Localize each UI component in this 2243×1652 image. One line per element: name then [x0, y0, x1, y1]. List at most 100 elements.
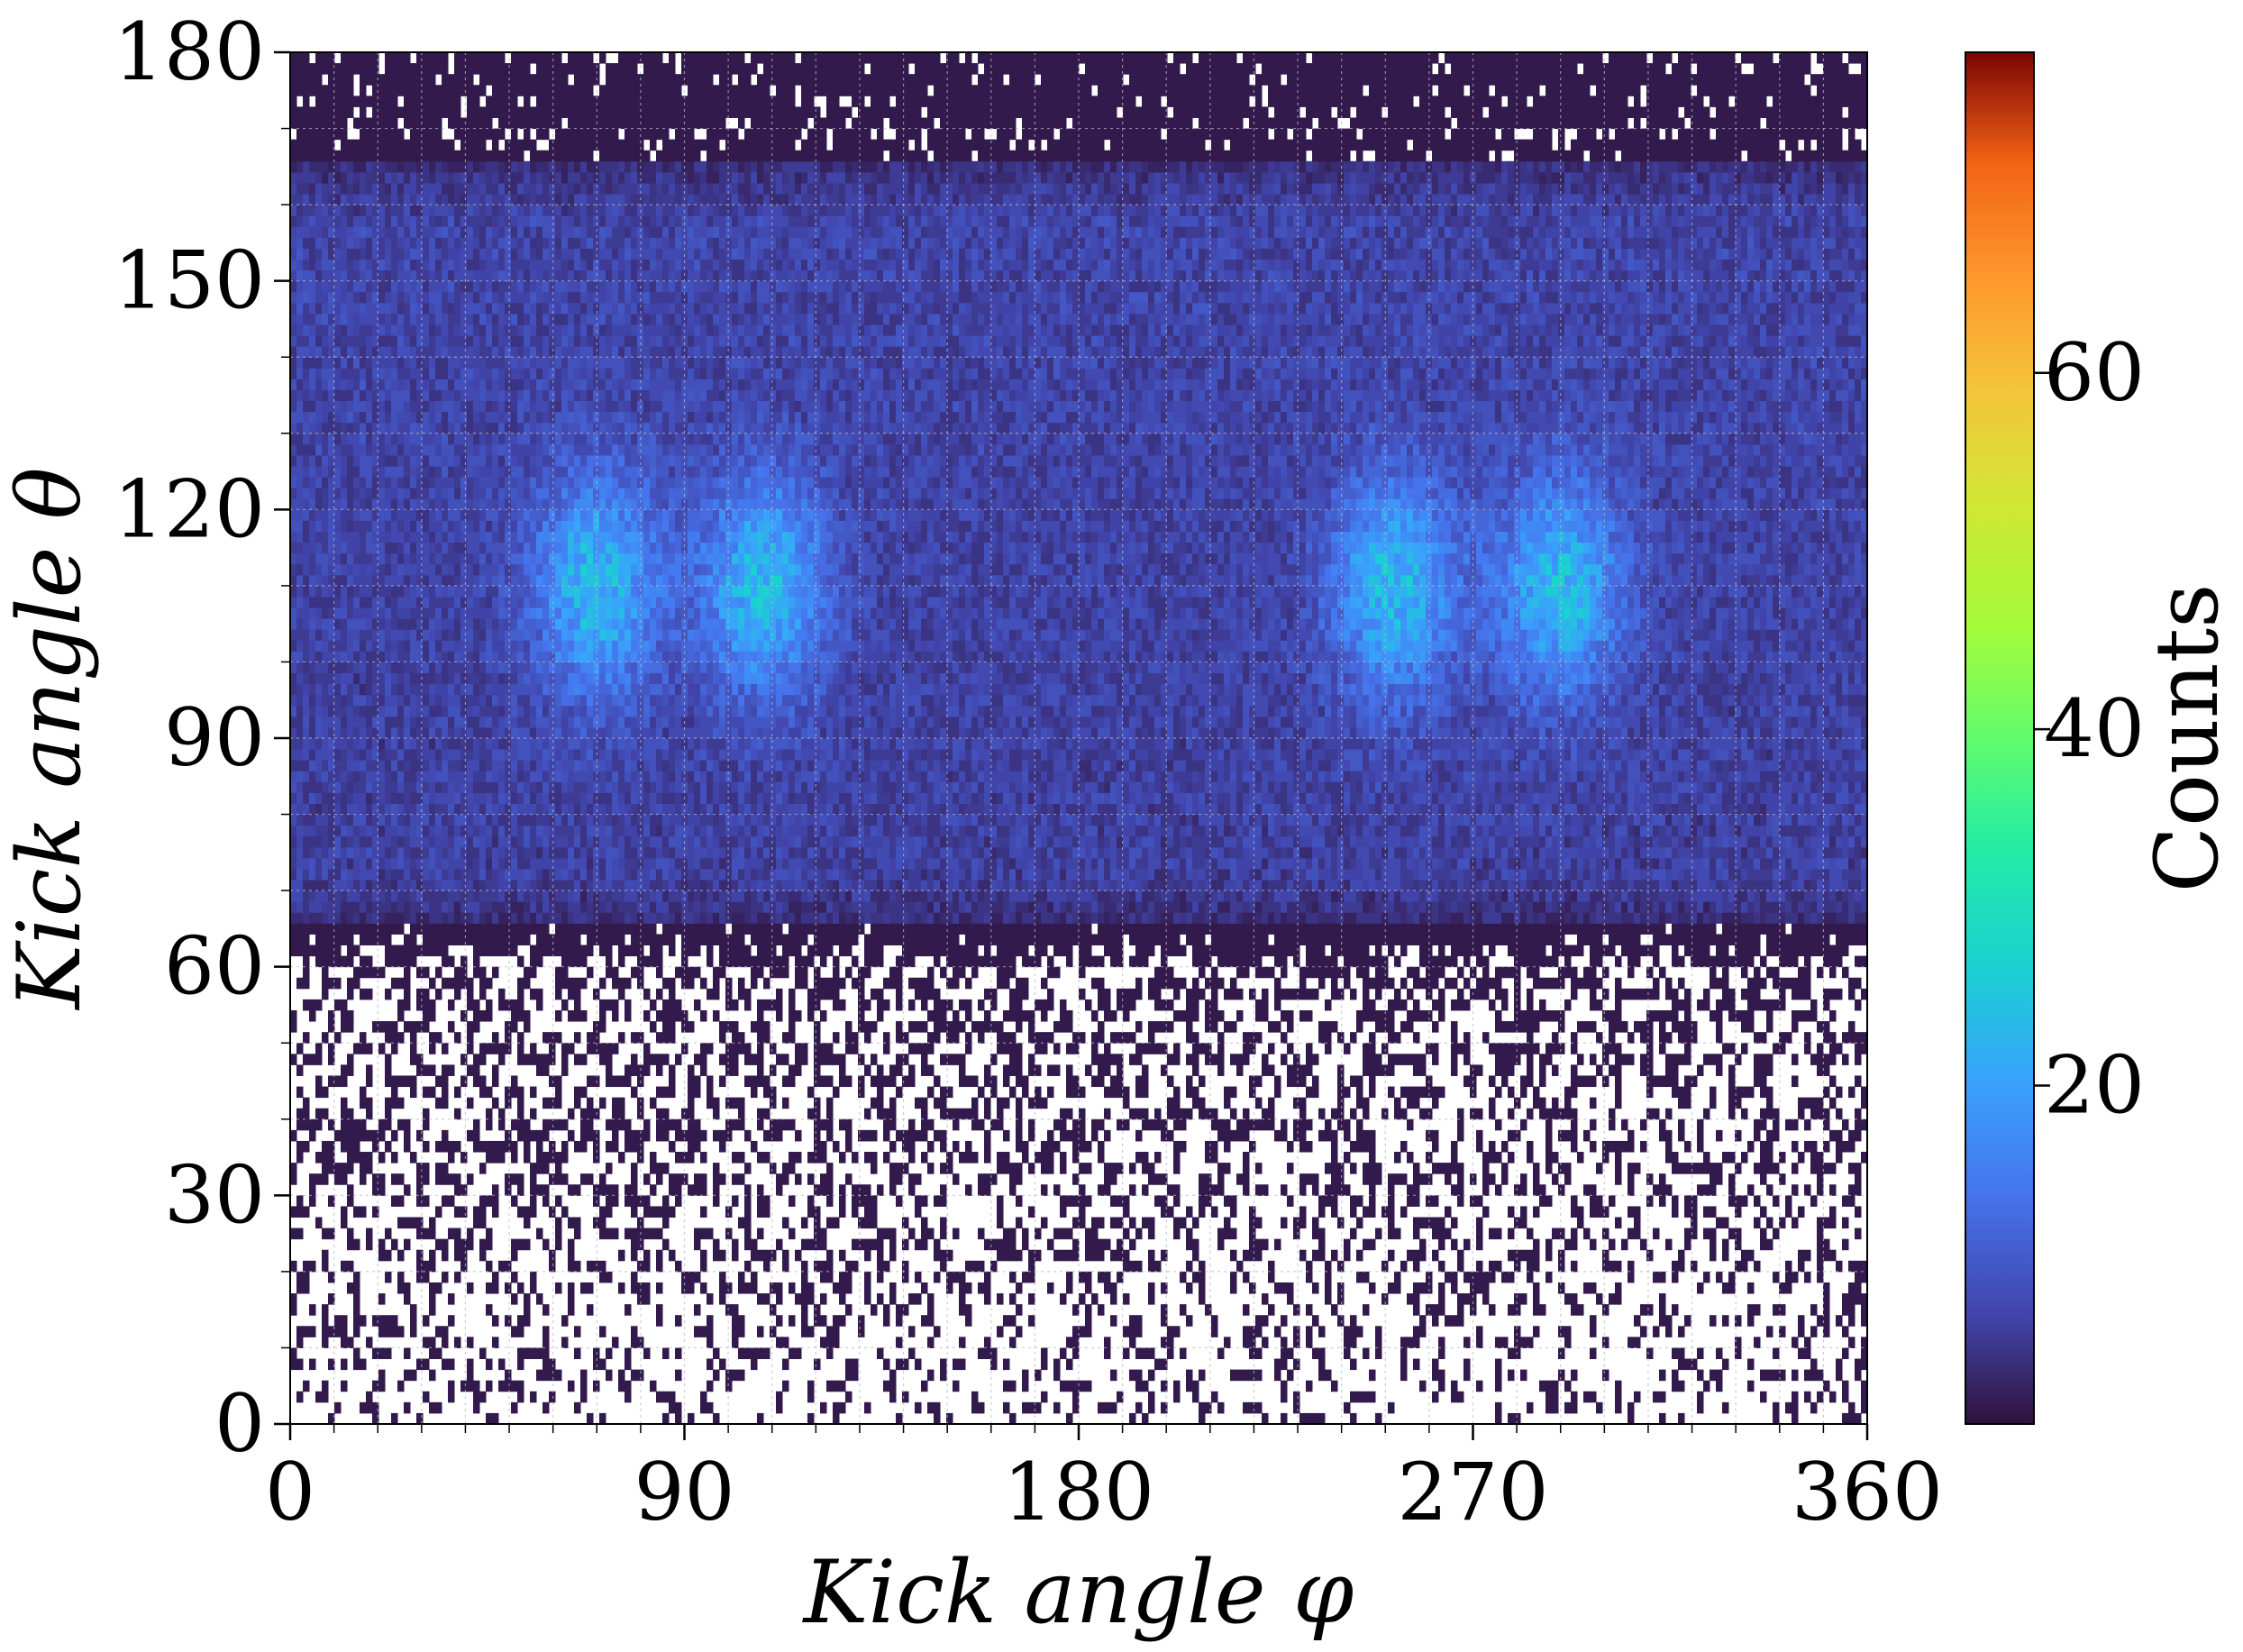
- heatmap-cell: [1678, 1021, 1685, 1033]
- heatmap-cell: [1148, 1249, 1155, 1262]
- heatmap-cell: [1098, 1064, 1105, 1076]
- heatmap-cell: [561, 1206, 569, 1218]
- heatmap-cell: [1508, 1412, 1515, 1424]
- heatmap-cell: [1779, 1282, 1786, 1294]
- heatmap-cell: [612, 1129, 619, 1142]
- heatmap-cell: [341, 1163, 348, 1174]
- heatmap-cell: [1836, 1369, 1843, 1382]
- heatmap-cell: [789, 901, 796, 913]
- heatmap-cell: [1148, 1228, 1155, 1240]
- heatmap-cell: [543, 1337, 550, 1348]
- heatmap-cell: [1457, 1129, 1464, 1142]
- heatmap-cell: [1035, 955, 1042, 968]
- heatmap-cell: [587, 1129, 594, 1142]
- heatmap-cell: [423, 912, 430, 924]
- heatmap-cell: [416, 1021, 424, 1033]
- heatmap-cell: [1710, 1009, 1717, 1022]
- heatmap-cell: [511, 1271, 518, 1283]
- heatmap-cell: [1577, 1304, 1584, 1316]
- heatmap-cell: [1142, 1118, 1149, 1131]
- heatmap-cell: [366, 1163, 373, 1174]
- heatmap-cell: [814, 1238, 821, 1251]
- heatmap-cell: [479, 1009, 487, 1022]
- heatmap-cell: [1628, 1184, 1635, 1196]
- heatmap-cell: [315, 1391, 323, 1403]
- heatmap-cell: [1199, 945, 1206, 957]
- heatmap-cell: [1230, 945, 1237, 957]
- heatmap-cell: [820, 1271, 827, 1283]
- heatmap-cell: [1646, 1075, 1654, 1088]
- heatmap-cell: [1640, 1304, 1647, 1316]
- heatmap-cell: [1255, 1401, 1263, 1414]
- heatmap-cell: [1672, 923, 1679, 935]
- heatmap-cell: [1407, 1195, 1414, 1207]
- heatmap-cell: [296, 1043, 304, 1054]
- heatmap-cell: [978, 912, 985, 924]
- heatmap-cell: [473, 1391, 480, 1403]
- heatmap-cell: [1003, 934, 1010, 946]
- heatmap-cell: [1564, 1293, 1572, 1305]
- heatmap-cell: [511, 945, 518, 957]
- heatmap-cell: [1306, 955, 1313, 968]
- heatmap-cell: [435, 988, 442, 1000]
- heatmap-cell: [707, 1358, 714, 1371]
- heatmap-cell: [1363, 1140, 1370, 1153]
- heatmap-cell: [473, 1380, 480, 1392]
- heatmap-cell: [524, 912, 531, 924]
- heatmap-cell: [978, 1184, 985, 1196]
- heatmap-cell: [1823, 1021, 1830, 1033]
- heatmap-cell: [631, 1184, 638, 1196]
- heatmap-cell: [1388, 1249, 1395, 1262]
- heatmap-cell: [1722, 1401, 1729, 1414]
- heatmap-cell: [1747, 955, 1755, 968]
- heatmap-cell: [1842, 1347, 1849, 1360]
- heatmap-cell: [1356, 934, 1363, 946]
- heatmap-cell: [1836, 1140, 1843, 1153]
- heatmap-cell: [1255, 945, 1263, 957]
- heatmap-cell: [1728, 1086, 1736, 1099]
- heatmap-cell: [334, 912, 342, 924]
- heatmap-cell: [1659, 1304, 1666, 1316]
- heatmap-cell: [1262, 1184, 1269, 1196]
- heatmap-cell: [1766, 1152, 1773, 1164]
- heatmap-cell: [896, 1086, 903, 1099]
- heatmap-cell: [889, 1293, 897, 1305]
- heatmap-cell: [1199, 1401, 1206, 1414]
- heatmap-cell: [454, 912, 461, 924]
- heatmap-cell: [625, 1140, 632, 1153]
- heatmap-cell: [770, 966, 777, 979]
- heatmap-cell: [473, 1140, 480, 1153]
- heatmap-cell: [1394, 1152, 1401, 1164]
- heatmap-cell: [1432, 955, 1439, 968]
- heatmap-cell: [1785, 955, 1792, 968]
- heatmap-cell: [1394, 988, 1401, 1000]
- heatmap-cell: [902, 1358, 909, 1371]
- heatmap-cell: [1262, 1054, 1269, 1065]
- heatmap-cell: [1003, 1401, 1010, 1414]
- heatmap-cell: [1217, 955, 1225, 968]
- heatmap-cell: [1117, 934, 1124, 946]
- heatmap-cell: [1615, 1260, 1622, 1273]
- heatmap-cell: [1804, 1097, 1811, 1109]
- heatmap-cell: [820, 1293, 827, 1305]
- heatmap-cell: [448, 1293, 455, 1305]
- heatmap-cell: [1665, 912, 1673, 924]
- heatmap-cell: [1098, 1184, 1105, 1196]
- heatmap-cell: [530, 1086, 537, 1099]
- heatmap-cell: [877, 945, 884, 957]
- heatmap-cell: [309, 1054, 316, 1065]
- heatmap-cell: [486, 1304, 493, 1316]
- heatmap-cell: [1861, 1293, 1867, 1305]
- heatmap-cell: [1552, 934, 1559, 946]
- heatmap-cell: [353, 1206, 360, 1218]
- heatmap-cell: [334, 1032, 342, 1044]
- heatmap-cell: [1665, 1009, 1673, 1022]
- heatmap-cell: [656, 988, 663, 1000]
- heatmap-cell: [688, 1118, 695, 1131]
- heatmap-cell: [1363, 923, 1370, 935]
- heatmap-cell: [524, 1140, 531, 1153]
- heatmap-cell: [807, 1282, 815, 1294]
- heatmap-cell: [1457, 945, 1464, 957]
- heatmap-cell: [662, 1391, 670, 1403]
- heatmap-cell: [322, 1326, 329, 1337]
